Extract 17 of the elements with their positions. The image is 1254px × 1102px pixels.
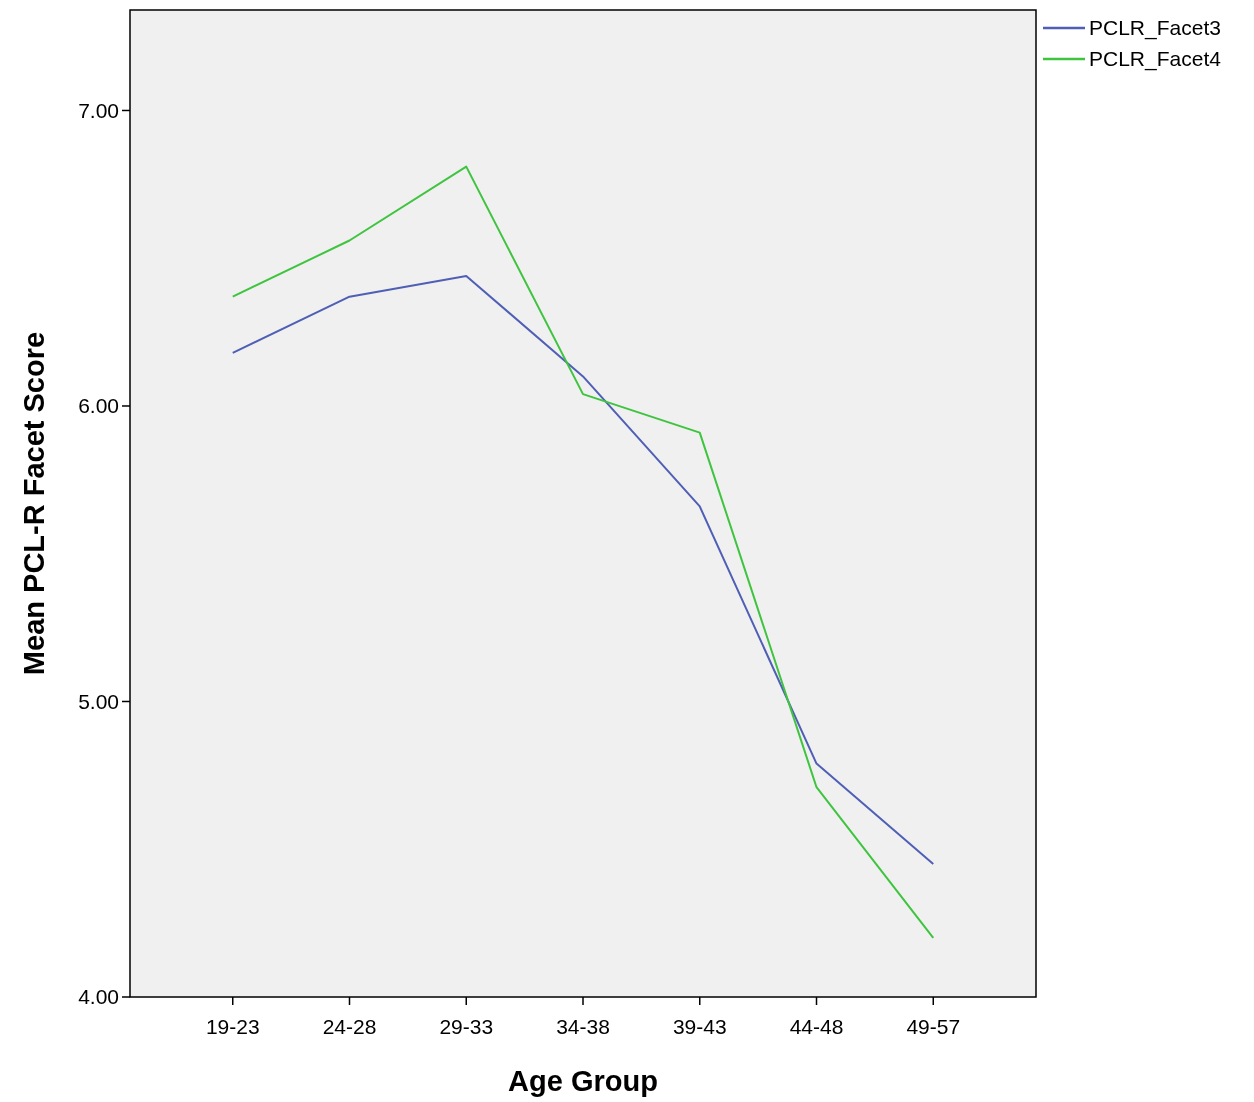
x-tick-label: 39-43 [672,1015,727,1038]
x-tick-label: 24-28 [322,1015,377,1038]
y-tick-label: 7.00 [78,98,119,122]
legend-label: PCLR_Facet3 [1089,16,1221,41]
x-tick-label: 34-38 [556,1015,610,1038]
y-tick-label: 4.00 [78,985,119,1009]
legend-label: PCLR_Facet4 [1089,47,1222,72]
x-tick-label: 29-33 [439,1015,494,1038]
y-tick-label: 5.00 [78,689,119,713]
y-tick-label: 6.00 [78,394,119,418]
x-tick-label: 49-57 [906,1015,961,1038]
line-series [231,165,935,939]
x-tick-label: 19-23 [205,1015,260,1038]
x-axis-title: Age Group [508,1065,658,1097]
y-axis-title: Mean PCL-R Facet Score [18,331,50,676]
line-series [231,274,935,866]
x-tick-label: 44-48 [789,1015,844,1038]
